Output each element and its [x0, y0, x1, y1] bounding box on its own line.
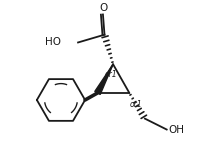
Polygon shape — [95, 64, 113, 94]
Text: or1: or1 — [130, 100, 143, 109]
Text: O: O — [100, 3, 108, 13]
Text: OH: OH — [168, 125, 184, 134]
Text: or1: or1 — [104, 70, 117, 79]
Text: HO: HO — [45, 37, 61, 47]
